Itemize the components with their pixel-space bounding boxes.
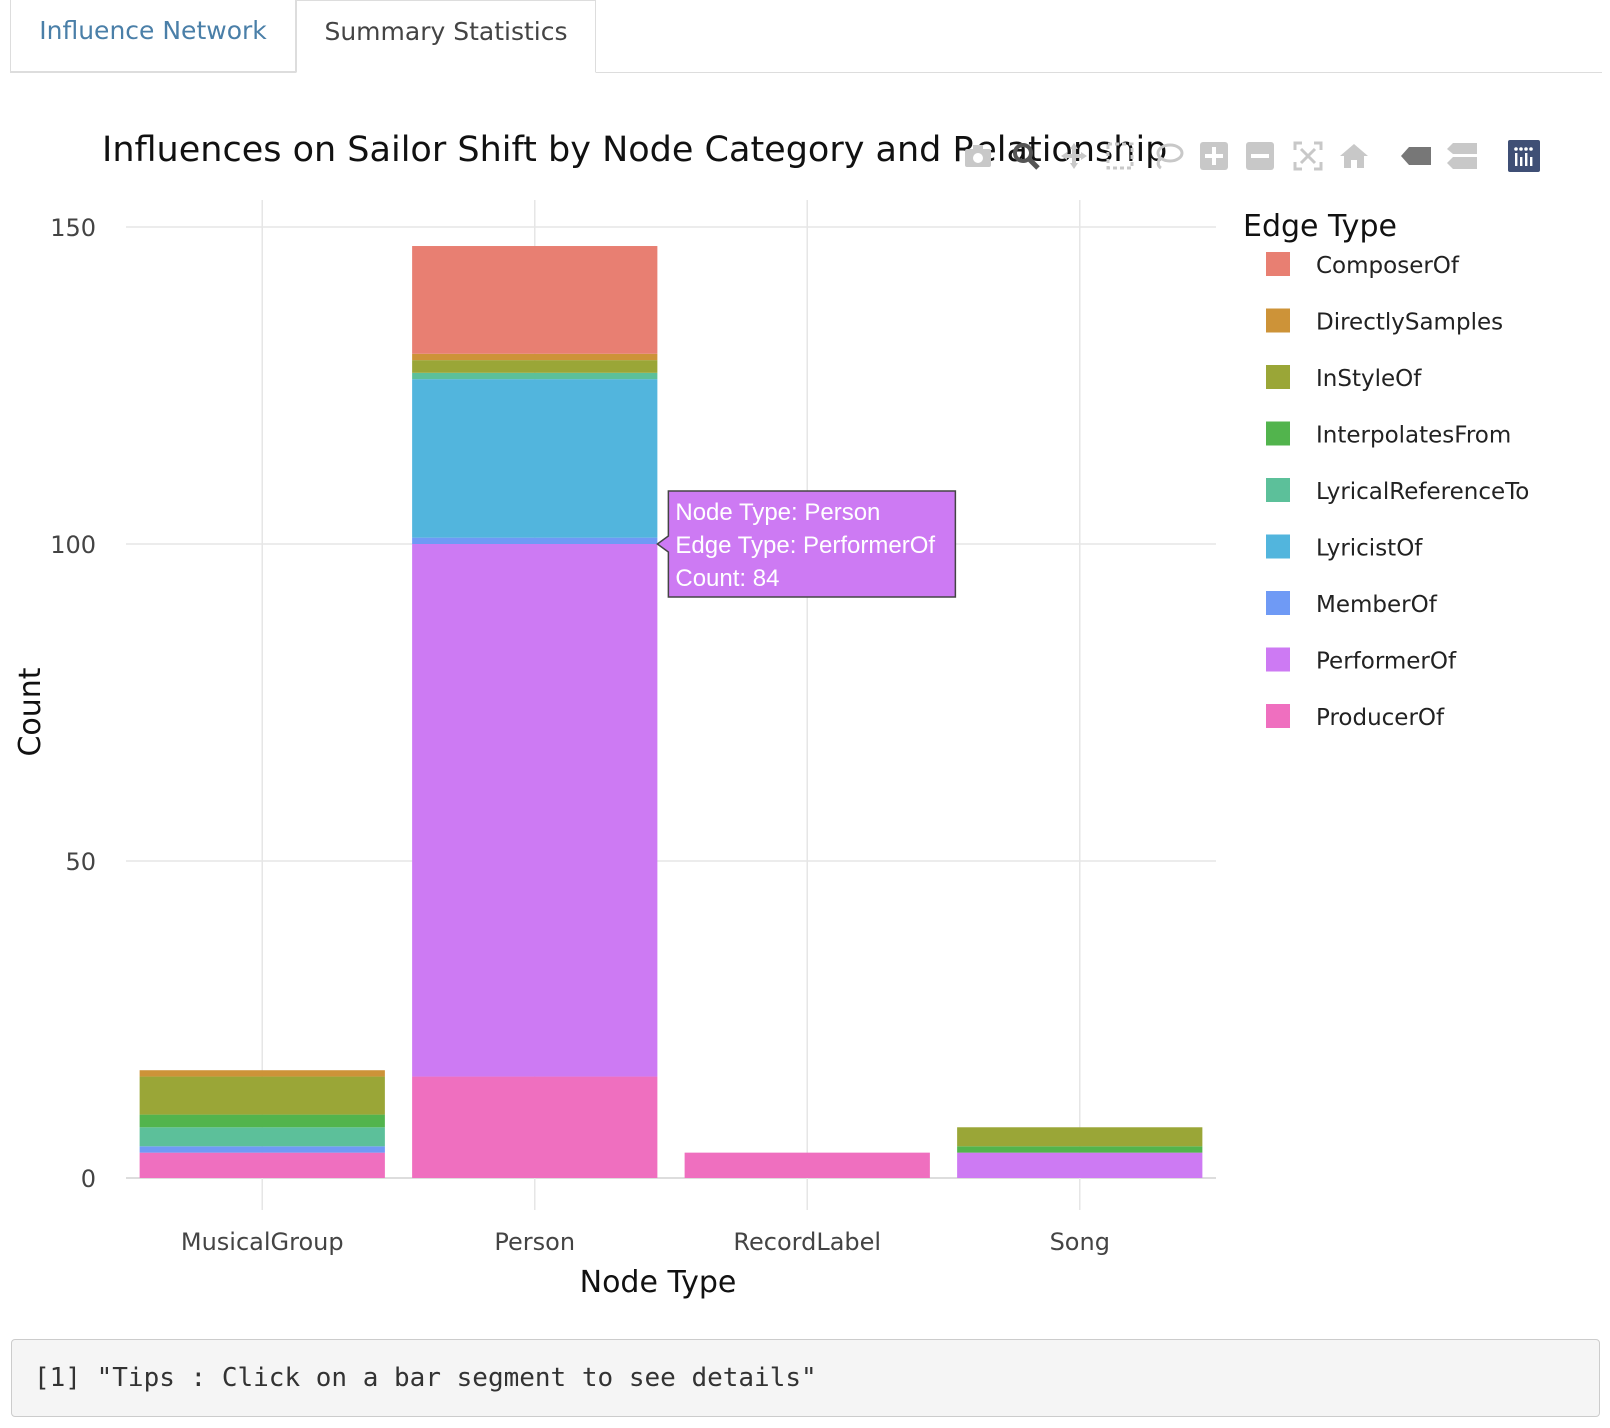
y-axis-title: Count <box>13 667 48 756</box>
lasso-select-icon[interactable] <box>1148 136 1188 176</box>
bar-segment-memberof[interactable] <box>412 537 658 544</box>
zoom-in-icon[interactable] <box>1194 136 1234 176</box>
hover-tooltip: Node Type: Person Edge Type: PerformerOf C… <box>656 490 957 598</box>
tooltip-box <box>656 490 957 598</box>
legend-swatch <box>1266 534 1290 559</box>
autoscale-icon[interactable] <box>1288 136 1328 176</box>
bar-segment-memberof[interactable] <box>139 1146 385 1153</box>
grid-layer <box>126 200 1216 1210</box>
legend-item-directlysamples[interactable]: DirectlySamples <box>1266 308 1503 336</box>
modebar <box>958 136 1598 176</box>
bar-segment-producerof[interactable] <box>412 1076 658 1178</box>
bar-segment-performerof[interactable] <box>957 1152 1203 1178</box>
pan-icon[interactable] <box>1054 136 1094 176</box>
bar-segment-performerof[interactable] <box>412 544 658 1077</box>
bar-segment-producerof[interactable] <box>684 1152 930 1178</box>
plotly-logo-icon[interactable] <box>1504 136 1544 176</box>
legend: Edge Type ComposerOf DirectlySamples InStyl… <box>1243 209 1529 731</box>
y-tick-label: 0 <box>81 1165 96 1193</box>
hover-compare-icon[interactable] <box>1442 136 1482 176</box>
legend-label: MemberOf <box>1316 592 1438 618</box>
x-tick-label: Person <box>494 1228 575 1256</box>
bar-segment-directlysamples[interactable] <box>139 1070 385 1077</box>
camera-icon[interactable] <box>958 136 998 176</box>
zoom-out-icon[interactable] <box>1240 136 1280 176</box>
bar-segment-lyricalreferenceto[interactable] <box>412 372 658 380</box>
legend-item-performerof[interactable]: PerformerOf <box>1266 647 1457 675</box>
bar-segment-interpolatesfrom[interactable] <box>957 1146 1203 1153</box>
tooltip-line: Count: 84 <box>675 565 779 592</box>
legend-swatch <box>1266 704 1290 728</box>
hover-closest-icon[interactable] <box>1396 136 1436 176</box>
legend-swatch <box>1266 308 1290 333</box>
reset-axes-icon[interactable] <box>1334 136 1374 176</box>
tooltip-line: Edge Type: PerformerOf <box>675 532 935 559</box>
zoom-icon[interactable] <box>1006 136 1046 176</box>
tab-bar: Influence Network Summary Statistics <box>10 0 1602 73</box>
y-tick-label: 50 <box>65 848 96 876</box>
legend-swatch <box>1266 421 1290 446</box>
legend-label: LyricalReferenceTo <box>1316 479 1529 505</box>
bar-segment-lyricistof[interactable] <box>412 379 658 538</box>
bar-layer <box>139 246 1203 1178</box>
legend-label: InterpolatesFrom <box>1316 423 1511 449</box>
tab-summary-statistics[interactable]: Summary Statistics <box>296 0 596 73</box>
y-tick-label: 150 <box>50 214 96 242</box>
legend-item-lyricistof[interactable]: LyricistOf <box>1266 534 1423 562</box>
y-tick-label: 100 <box>50 531 96 559</box>
legend-swatch <box>1266 478 1290 502</box>
bar-segment-producerof[interactable] <box>139 1152 385 1178</box>
x-tick-label: MusicalGroup <box>181 1228 344 1256</box>
x-tick-label: RecordLabel <box>733 1228 881 1256</box>
bar-segment-directlysamples[interactable] <box>412 353 658 361</box>
legend-swatch <box>1266 365 1290 389</box>
bar-segment-interpolatesfrom[interactable] <box>139 1114 385 1128</box>
legend-item-producerof[interactable]: ProducerOf <box>1266 704 1445 731</box>
bar-segment-lyricalreferenceto[interactable] <box>139 1127 385 1147</box>
tooltip-line: Node Type: Person <box>675 499 880 526</box>
console-output: [1] "Tips : Click on a bar segment to se… <box>11 1339 1600 1417</box>
legend-label: InStyleOf <box>1316 366 1422 392</box>
chart-svg: 0 50 100 150 MusicalGroup Person RecordLabel So… <box>13 200 1529 1300</box>
x-axis-title: Node Type <box>580 1265 737 1300</box>
bar-segment-instyleof[interactable] <box>139 1076 385 1115</box>
bar-segment-instyleof[interactable] <box>957 1127 1203 1147</box>
legend-item-instyleof[interactable]: InStyleOf <box>1266 365 1422 392</box>
x-tick-label: Song <box>1050 1228 1110 1256</box>
legend-label: PerformerOf <box>1316 649 1457 675</box>
bar-segment-instyleof[interactable] <box>412 360 658 373</box>
legend-label: DirectlySamples <box>1316 310 1503 336</box>
legend-item-composerof[interactable]: ComposerOf <box>1266 252 1460 279</box>
tab-influence-network[interactable]: Influence Network <box>10 0 296 72</box>
legend-swatch <box>1266 591 1290 615</box>
axis-layer: 0 50 100 150 MusicalGroup Person RecordLabel So… <box>13 214 1110 1300</box>
legend-title: Edge Type <box>1243 209 1397 244</box>
legend-label: ProducerOf <box>1316 705 1445 731</box>
legend-swatch <box>1266 647 1290 672</box>
legend-label: ComposerOf <box>1316 253 1460 279</box>
bar-segment-composerof[interactable] <box>412 246 658 354</box>
legend-label: LyricistOf <box>1316 536 1423 562</box>
legend-item-interpolatesfrom[interactable]: InterpolatesFrom <box>1266 421 1511 449</box>
legend-swatch <box>1266 252 1290 276</box>
legend-item-lyricalreferenceto[interactable]: LyricalReferenceTo <box>1266 478 1529 505</box>
legend-item-memberof[interactable]: MemberOf <box>1266 591 1438 618</box>
box-select-icon[interactable] <box>1100 136 1140 176</box>
